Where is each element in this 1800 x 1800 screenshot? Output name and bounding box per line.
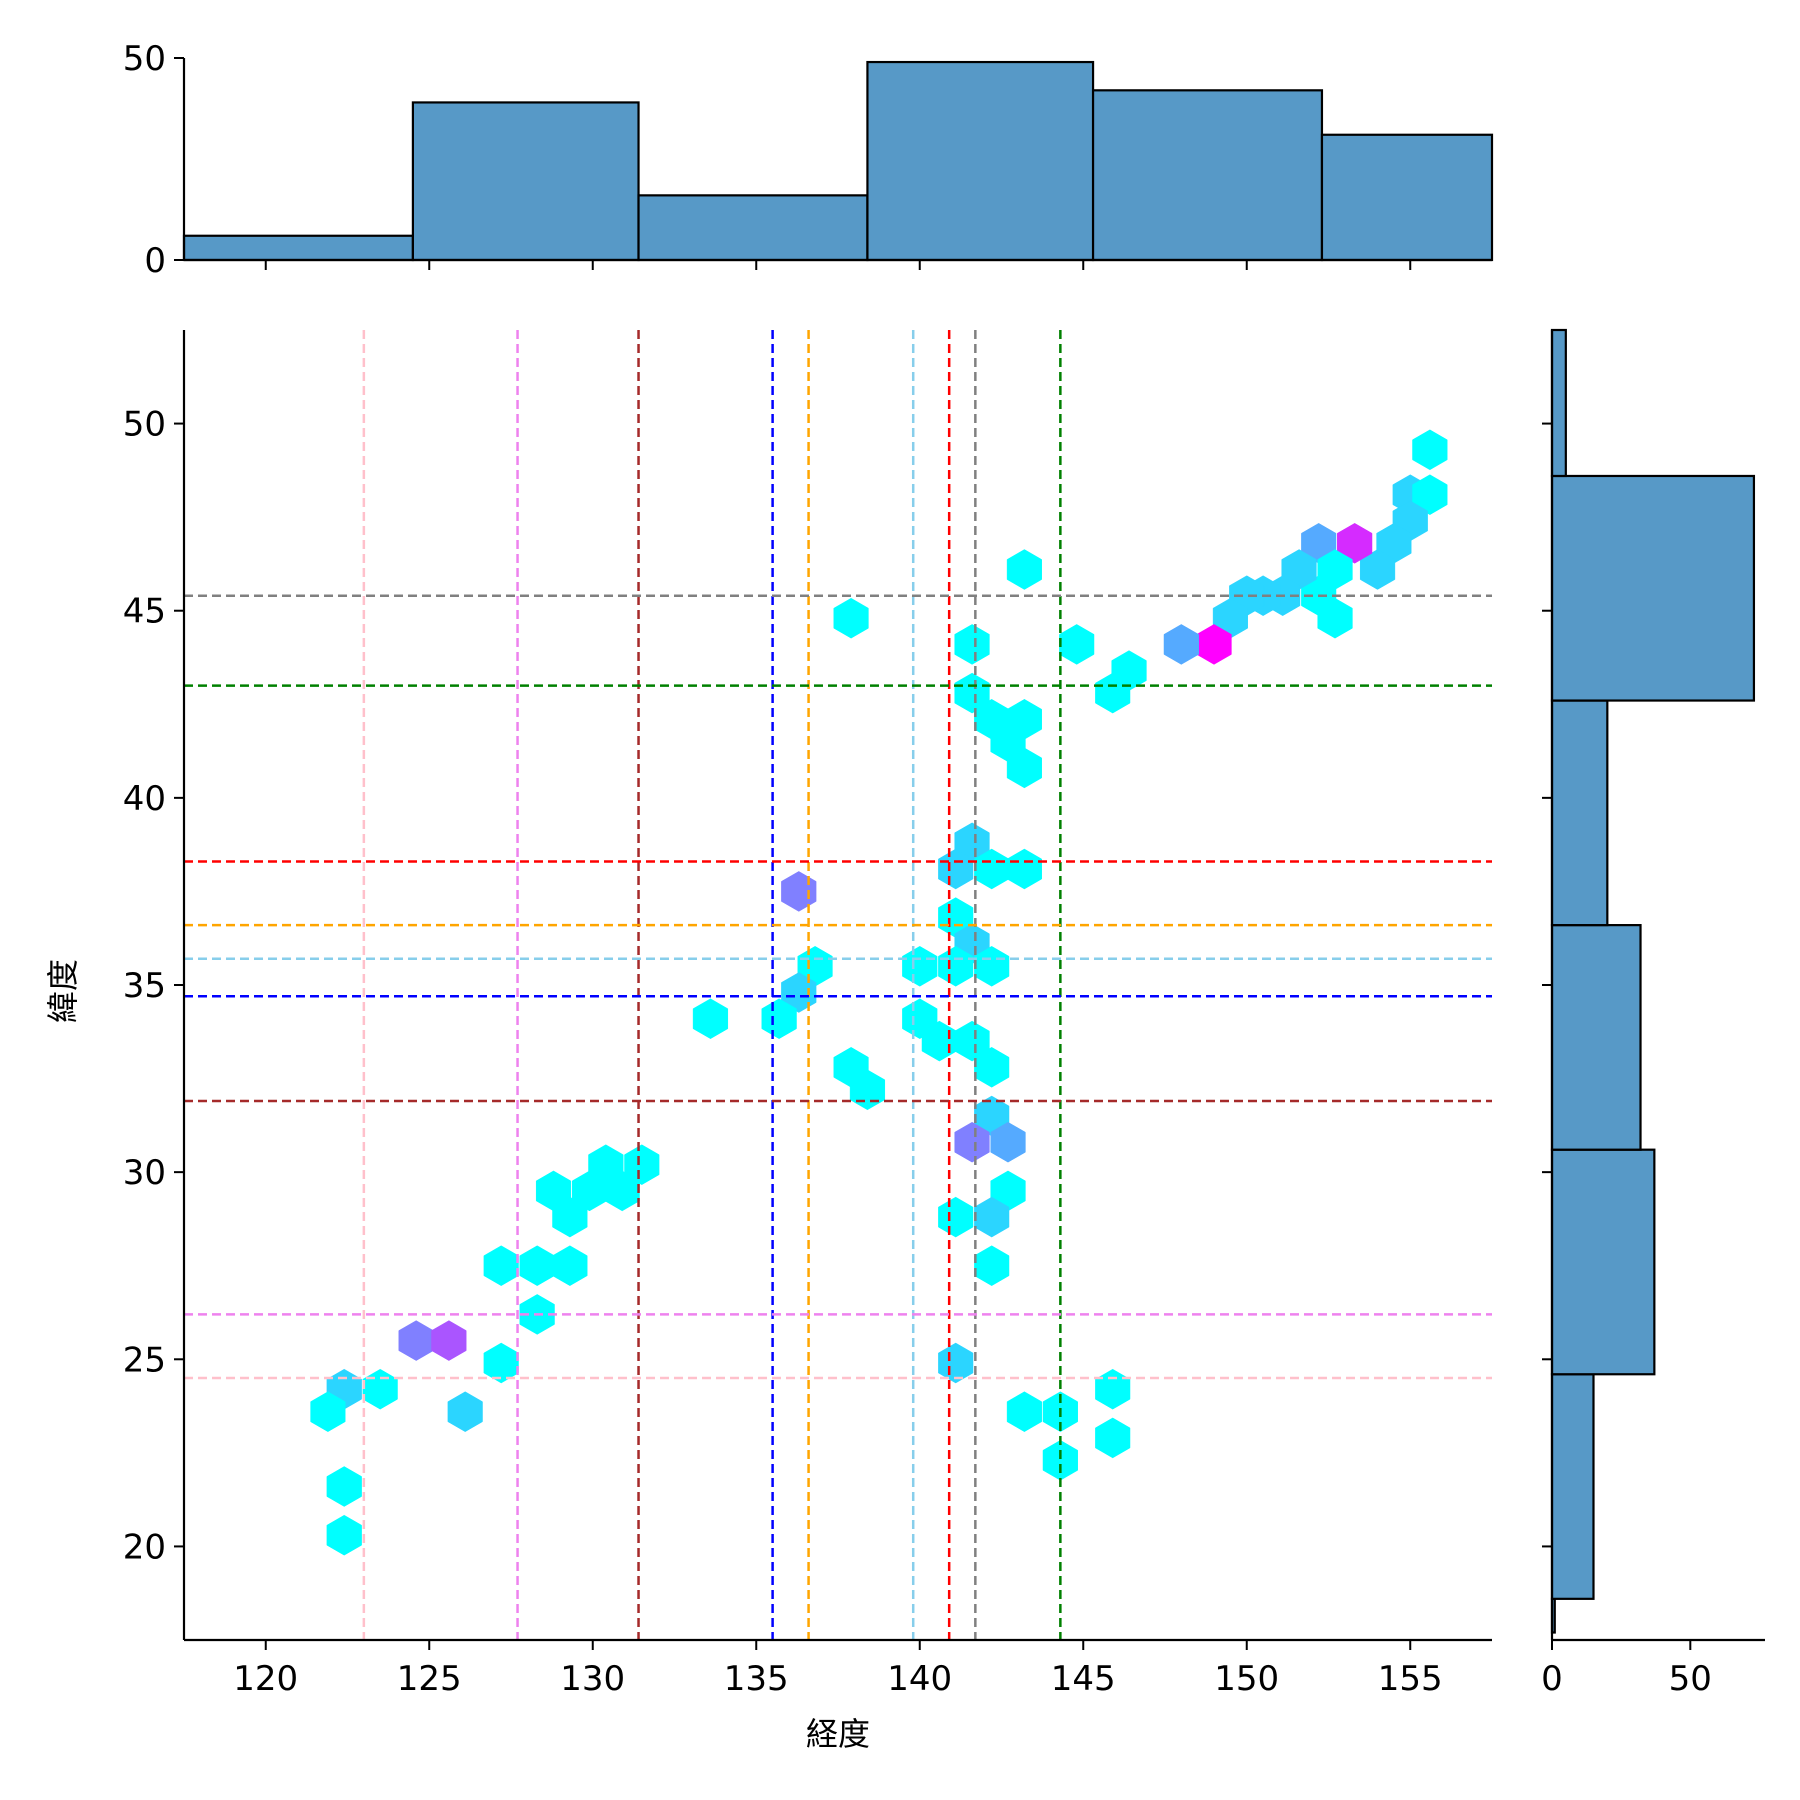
hexbin-cell xyxy=(954,672,990,714)
x-tick-label: 155 xyxy=(1378,1659,1443,1699)
hexbin-cell xyxy=(447,1391,483,1432)
top-hist-y-tick-label: 50 xyxy=(123,39,166,79)
right-hist-bar xyxy=(1550,474,1756,702)
y-tick-label: 40 xyxy=(123,779,166,819)
hexbin-cell xyxy=(954,1121,990,1163)
top-hist-bar xyxy=(182,234,414,262)
top-hist-y-tick-label: 0 xyxy=(144,241,166,281)
hexbin-cell xyxy=(1412,474,1448,515)
hexbin-cell xyxy=(483,1245,519,1286)
reference-lines xyxy=(184,330,1492,1640)
right-hist-bar xyxy=(1550,924,1642,1151)
hexbin-cell xyxy=(974,1047,1010,1088)
x-tick-label: 130 xyxy=(560,1659,625,1699)
hexbin-cell xyxy=(974,1196,1010,1238)
hexbin-cell xyxy=(1006,549,1042,590)
hexbin-cell xyxy=(974,946,1010,987)
y-tick-label: 50 xyxy=(123,405,166,445)
hexbin-cell xyxy=(1337,523,1373,564)
hexbin-cell xyxy=(624,1144,660,1185)
x-tick-label: 125 xyxy=(397,1659,462,1699)
right-hist-bar xyxy=(1550,1373,1595,1600)
hexbin-cell xyxy=(1412,429,1448,471)
hexbin-cell xyxy=(692,998,729,1039)
y-tick-label: 35 xyxy=(123,966,166,1006)
hexbin-cell xyxy=(1042,1440,1078,1481)
hexbin-cell xyxy=(1317,597,1353,639)
top-hist-bar xyxy=(411,101,640,262)
hexbin-cell xyxy=(990,1121,1026,1163)
hexbin-cell xyxy=(552,1245,588,1286)
hexbin-cell xyxy=(761,998,797,1039)
right-hist-bar xyxy=(1550,699,1609,927)
top-hist-bar xyxy=(1091,89,1324,262)
hexbin-cell xyxy=(1006,747,1042,789)
hexbin-cell xyxy=(1059,624,1095,665)
top-hist-bar xyxy=(866,60,1095,262)
right-hist-bar xyxy=(1550,328,1567,478)
hexbin-cell xyxy=(938,848,974,890)
top-marginal-histogram: 0 50 xyxy=(123,39,1494,281)
right-hist-x-tick-label: 0 xyxy=(1541,1659,1563,1699)
right-hist-bar xyxy=(1550,1148,1656,1376)
x-axis-title: 経度 xyxy=(806,1715,870,1753)
top-hist-bar xyxy=(637,194,869,262)
hexbin-cell xyxy=(310,1391,346,1432)
hexbin-cell xyxy=(954,624,990,665)
main-hexbin-plot: 120 125 130 135 140 145 150 155 20 25 30 35 40 45 50 xyxy=(123,330,1492,1699)
hexbin-cell xyxy=(431,1320,467,1361)
hexbin-cell xyxy=(398,1320,434,1361)
hexbin-cell xyxy=(519,1245,555,1286)
hexbin-cell xyxy=(1006,1391,1042,1432)
hexbin-cell xyxy=(938,1342,974,1384)
y-tick-label: 25 xyxy=(123,1340,166,1380)
right-marginal-histogram: 0 50 xyxy=(1541,328,1765,1699)
hexbin-cell xyxy=(1095,1368,1131,1410)
y-tick-label: 30 xyxy=(123,1153,166,1193)
hexbin-cell xyxy=(326,1466,362,1507)
main-axes: 120 125 130 135 140 145 150 155 20 25 30 35 40 45 50 xyxy=(123,330,1492,1699)
hexbin-cell xyxy=(938,946,974,987)
hexbin-cell xyxy=(326,1514,362,1556)
hexbin-cell xyxy=(781,871,817,912)
x-tick-label: 150 xyxy=(1214,1659,1279,1699)
hexbin-cell xyxy=(954,1020,990,1062)
y-tick-label: 45 xyxy=(123,592,166,632)
hexbin-layer xyxy=(310,429,1448,1556)
hexbin-cell xyxy=(1163,624,1199,665)
x-tick-label: 145 xyxy=(1051,1659,1116,1699)
hexbin-cell xyxy=(833,597,869,639)
hexbin-cell xyxy=(974,1245,1010,1286)
x-tick-label: 135 xyxy=(724,1659,789,1699)
top-hist-bar xyxy=(1320,133,1494,262)
hexbin-cell xyxy=(571,1170,608,1212)
right-hist-x-tick-label: 50 xyxy=(1669,1659,1712,1699)
hexbin-cell xyxy=(1095,1417,1131,1459)
hexbin-cell xyxy=(902,946,938,987)
y-tick-label: 20 xyxy=(123,1527,166,1567)
hexbin-cell xyxy=(1006,848,1042,890)
y-axis-title: 緯度 xyxy=(44,959,82,1023)
hexbin-cell xyxy=(938,1196,974,1238)
hexbin-cell xyxy=(1095,672,1131,714)
hexbin-cell xyxy=(552,1196,588,1238)
hexbin-cell xyxy=(362,1368,398,1410)
x-tick-label: 120 xyxy=(233,1659,298,1699)
x-tick-label: 140 xyxy=(887,1659,952,1699)
